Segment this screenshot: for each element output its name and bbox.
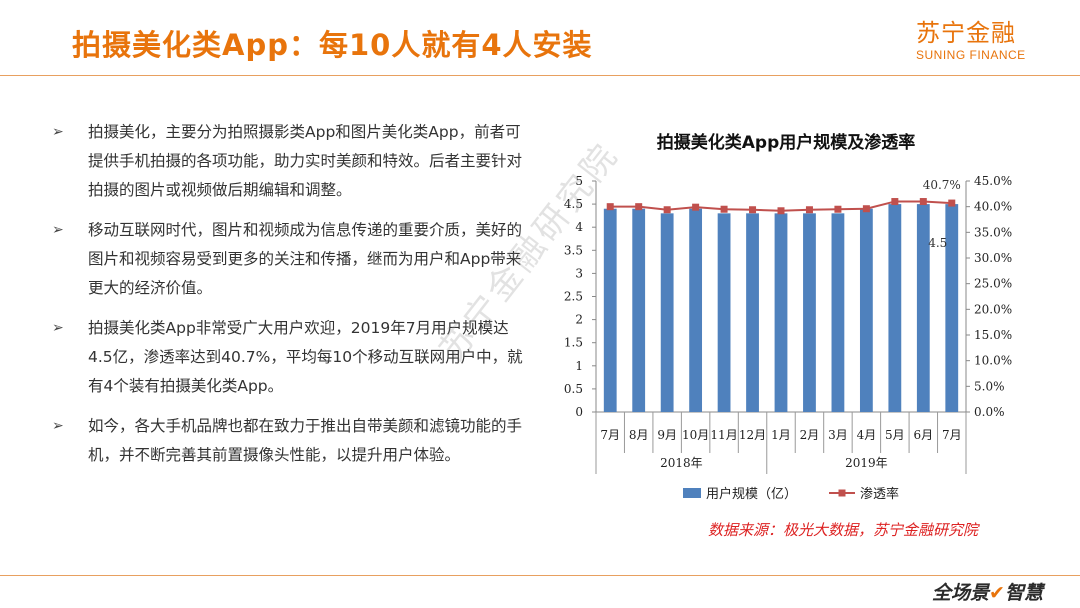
x-tick-label: 7月 [600,428,620,442]
legend-line-marker [838,489,846,497]
bullet-text: 拍摄美化，主要分为拍照摄影类App和图片美化类App，前者可提供手机拍摄的各项功… [88,123,523,199]
footer-brand-slogan: 全场景✔智慧 [932,578,1043,605]
bar [746,213,759,412]
logo-chinese-name: 苏宁金融 [916,19,1016,47]
y-right-tick-label: 0.0% [974,405,1005,419]
x-tick-label: 3月 [828,428,848,442]
y-left-tick-label: 0 [575,405,583,419]
y-left-tick-label: 2.5 [564,290,583,304]
y-left-tick-label: 2 [575,313,583,327]
line-marker [606,203,614,211]
y-right-tick-label: 30.0% [974,251,1012,265]
bar [888,204,902,412]
bullet-text: 移动互联网时代，图片和视频成为信息传递的重要介质，美好的图片和视频容易受到更多的… [88,221,523,297]
line-marker [720,205,728,213]
bar [660,213,674,412]
y-right-tick-label: 20.0% [974,302,1012,316]
line-marker [919,198,927,206]
bullet-text: 如今，各大手机品牌也都在致力于推出自带美颜和滤镜功能的手机，并不断完善其前置摄像… [88,417,523,464]
arrow-bullet-icon: ➢ [52,418,64,434]
bar-data-label: 4.5 [928,236,947,250]
logo-english-name: SUNING FINANCE [916,48,1026,62]
y-left-tick-label: 1 [575,359,583,373]
x-tick-label: 12月 [739,428,766,442]
arrow-bullet-icon: ➢ [52,320,64,336]
bar [916,204,930,412]
line-marker [635,203,643,211]
bar [717,213,731,412]
line-marker [749,206,757,214]
bar [632,208,646,412]
bullet-text: 拍摄美化类App非常受广大用户欢迎，2019年7月用户规模达4.5亿，渗透率达到… [88,319,523,395]
y-right-tick-label: 25.0% [974,277,1012,291]
legend-line-label: 渗透率 [860,486,899,502]
x-tick-label: 6月 [913,428,933,442]
line-marker [862,205,870,213]
line-marker [692,203,700,211]
line-marker [663,206,671,214]
y-right-tick-label: 35.0% [974,225,1012,239]
line-marker [805,206,813,214]
x-tick-label: 5月 [885,428,905,442]
x-group-label: 2018年 [660,456,703,470]
x-tick-label: 10月 [682,428,709,442]
x-tick-label: 2月 [800,428,820,442]
combo-chart: 0 0.5 1 1.5 2 2.5 3 3.5 4 4.5 5 0.0% 5.0% 10.0% 15.0% 2… [564,174,1012,502]
y-left-tick-label: 0.5 [564,382,583,396]
line-marker [834,205,842,213]
y-left-tick-label: 3 [575,266,583,280]
check-icon: ✔ [989,582,1005,604]
bullet-item: ➢ 拍摄美化，主要分为拍照摄影类App和图片美化类App，前者可提供手机拍摄的各… [52,118,532,205]
brand-slogan-part: 智慧 [1004,582,1043,604]
legend-bar-label: 用户规模（亿） [706,486,797,502]
source-note: 数据来源：极光大数据，苏宁金融研究院 [708,521,979,539]
y-right-tick-label: 5.0% [974,379,1005,393]
bar [831,213,845,412]
bar [945,204,959,412]
bar [689,208,703,412]
bar [774,213,788,412]
arrow-bullet-icon: ➢ [52,124,64,140]
y-right-tick-label: 15.0% [974,328,1012,342]
line-marker [948,199,956,207]
y-left-tick-label: 5 [575,174,583,188]
line-marker [777,207,785,215]
bar [603,208,617,412]
x-tick-label: 4月 [857,428,877,442]
x-tick-label: 9月 [657,428,677,442]
chart-title: 拍摄美化类App用户规模及渗透率 [656,133,916,153]
bar [859,208,873,412]
header-divider [0,75,1080,76]
y-left-tick-label: 1.5 [564,336,583,350]
y-left-tick-label: 4 [575,220,583,234]
bar [803,213,816,412]
line-data-label: 40.7% [923,178,961,192]
y-right-tick-label: 45.0% [974,174,1012,188]
x-tick-label: 8月 [629,428,649,442]
legend-bar-swatch [683,488,701,498]
x-tick-label: 1月 [771,428,791,442]
x-tick-label: 7月 [942,428,962,442]
bullet-item: ➢ 移动互联网时代，图片和视频成为信息传递的重要介质，美好的图片和视频容易受到更… [52,216,532,303]
y-right-tick-label: 40.0% [974,200,1012,214]
bullet-item: ➢ 如今，各大手机品牌也都在致力于推出自带美颜和滤镜功能的手机，并不断完善其前置… [52,412,532,470]
footer-divider [0,575,1080,576]
brand-slogan-part: 全场景 [932,582,990,604]
bullet-item: ➢ 拍摄美化类App非常受广大用户欢迎，2019年7月用户规模达4.5亿，渗透率… [52,314,532,401]
line-marker [891,198,899,206]
bullet-list: ➢ 拍摄美化，主要分为拍照摄影类App和图片美化类App，前者可提供手机拍摄的各… [52,118,532,481]
y-left-tick-label: 4.5 [564,197,583,211]
arrow-bullet-icon: ➢ [52,222,64,238]
x-tick-label: 11月 [710,428,737,442]
x-group-label: 2019年 [845,456,888,470]
y-right-tick-label: 10.0% [974,354,1012,368]
company-logo: 苏宁金融 SUNING FINANCE [916,18,1046,66]
y-left-tick-label: 3.5 [564,243,583,257]
page-title: 拍摄美化类App：每10人就有4人安装 [72,28,593,62]
